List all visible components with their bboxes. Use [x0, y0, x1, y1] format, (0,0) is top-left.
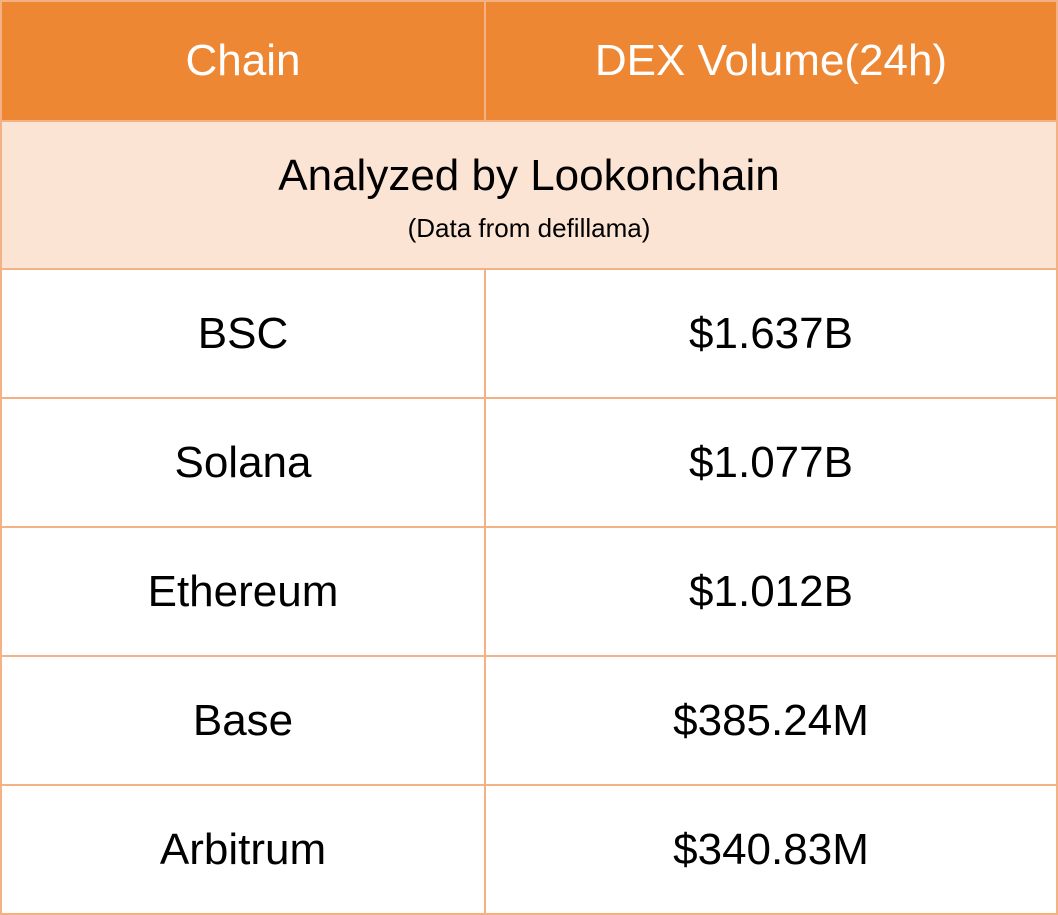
banner-row: Analyzed by Lookonchain (Data from defil… — [0, 120, 1058, 270]
volume-cell: $385.24M — [484, 655, 1058, 786]
table-row: Arbitrum $340.83M — [0, 784, 1058, 915]
volume-cell: $1.012B — [484, 526, 1058, 657]
volume-cell: $340.83M — [484, 784, 1058, 915]
table-row: BSC $1.637B — [0, 268, 1058, 399]
table-row: Solana $1.077B — [0, 397, 1058, 528]
table-row: Base $385.24M — [0, 655, 1058, 786]
volume-cell: $1.077B — [484, 397, 1058, 528]
chain-cell: Ethereum — [0, 526, 486, 657]
banner-title: Analyzed by Lookonchain — [278, 150, 780, 200]
chain-cell: Solana — [0, 397, 486, 528]
header-cell: DEX Volume(24h) — [484, 0, 1058, 122]
table-body: BSC $1.637B Solana $1.077B Ethereum $1.012B Ba… — [0, 268, 1058, 915]
chain-cell: BSC — [0, 268, 486, 399]
chain-cell: Base — [0, 655, 486, 786]
chain-cell: Arbitrum — [0, 784, 486, 915]
table-row: Ethereum $1.012B — [0, 526, 1058, 657]
banner-cell: Analyzed by Lookonchain (Data from defil… — [0, 120, 1058, 270]
header-cell: Chain — [0, 0, 486, 122]
volume-cell: $1.637B — [484, 268, 1058, 399]
banner-note: (Data from defillama) — [407, 212, 651, 243]
header-row: Chain DEX Volume(24h) — [0, 0, 1058, 122]
